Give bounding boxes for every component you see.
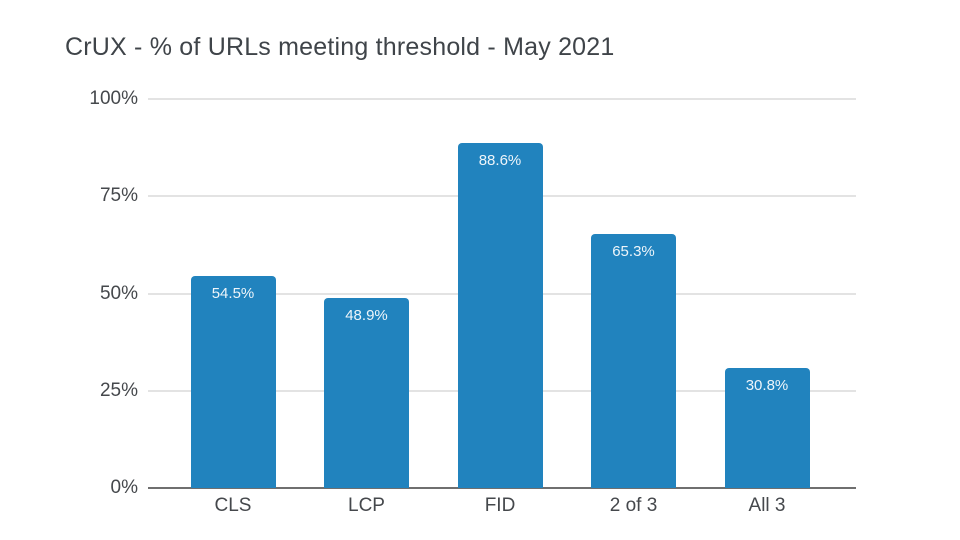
- x-axis-category-label: FID: [484, 495, 516, 516]
- bar-value-label: 54.5%: [211, 284, 255, 302]
- bar-value-label: 30.8%: [745, 377, 789, 395]
- bar-fid: [457, 143, 543, 488]
- y-axis-tick-label: 100%: [89, 88, 138, 109]
- x-axis-category-label: All 3: [748, 495, 786, 516]
- gridline-100%: [148, 98, 856, 100]
- bar-lcp: [324, 297, 409, 488]
- x-axis-category-label: CLS: [214, 495, 252, 516]
- x-axis-category-label: 2 of 3: [609, 495, 658, 516]
- bar-value-label: 48.9%: [345, 306, 388, 324]
- bar-value-label: 65.3%: [612, 242, 655, 260]
- y-axis-tick-label: 75%: [99, 185, 138, 207]
- bar-cls: [190, 275, 276, 488]
- y-axis-tick-label: 0%: [110, 477, 138, 498]
- x-axis-category-label: LCP: [348, 495, 385, 516]
- bar-all-3: [724, 368, 810, 488]
- chart-title: CrUX - % of URLs meeting threshold - May…: [65, 33, 615, 61]
- y-axis-tick-label: 25%: [99, 379, 138, 401]
- y-axis-tick-label: 50%: [99, 282, 138, 304]
- x-axis-line: [148, 487, 856, 489]
- bar-2-of-3: [591, 233, 676, 488]
- bar-value-label: 88.6%: [478, 152, 522, 170]
